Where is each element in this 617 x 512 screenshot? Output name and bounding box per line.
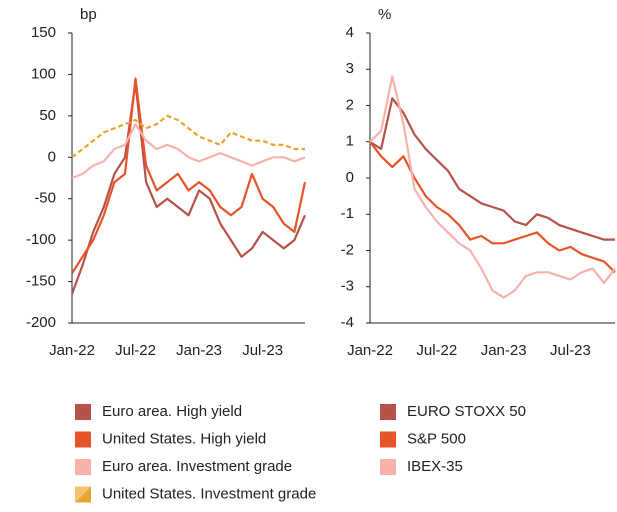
y-tick-label: -50	[34, 190, 56, 207]
x-tick-label: Jul-22	[115, 342, 156, 359]
legend-label: United States. High yield	[102, 430, 266, 447]
y-tick-label: 100	[31, 65, 56, 82]
legend-swatch	[75, 486, 91, 503]
x-tick-label: Jul-23	[242, 342, 283, 359]
series-line	[369, 97, 615, 241]
legend-label: Euro area. High yield	[102, 403, 242, 420]
y-tick-label: 3	[346, 60, 354, 77]
series-line	[369, 75, 616, 299]
y-tick-label: 4	[346, 24, 354, 41]
y-tick-label: -4	[341, 314, 354, 331]
y-tick-label: 0	[48, 148, 56, 165]
y-tick-label: 50	[39, 107, 56, 124]
x-tick-label: Jan-22	[49, 342, 95, 359]
legend-label: United States. Investment grade	[102, 485, 316, 502]
series-line	[71, 123, 306, 180]
x-tick-label: Jul-22	[416, 342, 457, 359]
x-tick-label: Jan-22	[347, 342, 393, 359]
legend-label: Euro area. Investment grade	[102, 458, 292, 475]
y-tick-label: 150	[31, 24, 56, 41]
y-tick-label: -100	[26, 231, 56, 248]
y-axis-unit: %	[378, 6, 391, 23]
y-tick-label: -2	[341, 241, 354, 258]
series-line	[70, 81, 307, 295]
y-axis-unit: bp	[80, 6, 97, 23]
legend-label: IBEX-35	[407, 458, 463, 475]
legend-swatch	[380, 404, 396, 420]
legend-swatch	[380, 431, 396, 448]
legend-label: EURO STOXX 50	[407, 403, 526, 420]
y-tick-label: 1	[346, 133, 354, 150]
y-tick-label: 0	[346, 169, 354, 186]
series-line	[71, 77, 307, 274]
series-line	[71, 114, 305, 159]
y-tick-label: -3	[341, 278, 354, 295]
x-tick-label: Jan-23	[481, 342, 527, 359]
legend-swatch	[75, 459, 91, 475]
legend-swatch	[75, 404, 91, 420]
legend-swatch	[380, 459, 396, 475]
legend-label: S&P 500	[407, 430, 466, 447]
y-tick-label: 2	[346, 96, 354, 113]
x-tick-label: Jul-23	[550, 342, 591, 359]
y-tick-label: -1	[341, 205, 354, 222]
y-tick-label: -150	[26, 273, 56, 290]
x-tick-label: Jan-23	[176, 342, 222, 359]
legend-swatch	[75, 431, 91, 448]
y-tick-label: -200	[26, 314, 56, 331]
